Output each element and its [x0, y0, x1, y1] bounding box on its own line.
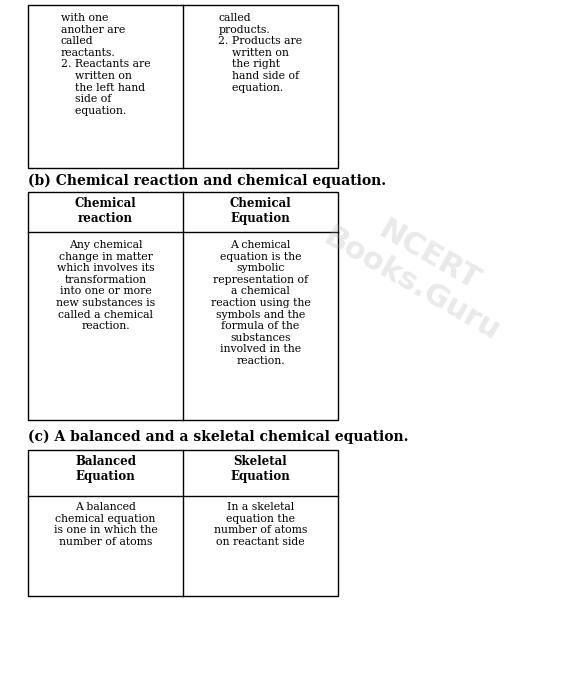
Text: (c) A balanced and a skeletal chemical equation.: (c) A balanced and a skeletal chemical e… — [28, 430, 409, 444]
Bar — [28, 5, 338, 168]
Bar — [28, 192, 338, 420]
Text: with one
another are
called
reactants.
2. Reactants are
    written on
    the l: with one another are called reactants. 2… — [60, 13, 150, 116]
Text: A chemical
equation is the
symbolic
representation of
a chemical
reaction using : A chemical equation is the symbolic repr… — [211, 240, 311, 366]
Text: NCERT
Books.Guru: NCERT Books.Guru — [319, 193, 522, 346]
Text: Any chemical
change in matter
which involves its
transformation
into one or more: Any chemical change in matter which invo… — [56, 240, 155, 331]
Text: Chemical
Equation: Chemical Equation — [230, 197, 291, 225]
Text: A balanced
chemical equation
is one in which the
number of atoms: A balanced chemical equation is one in w… — [54, 502, 157, 547]
Text: (b) Chemical reaction and chemical equation.: (b) Chemical reaction and chemical equat… — [28, 174, 386, 188]
Text: Balanced
Equation: Balanced Equation — [75, 455, 136, 483]
Text: Skeletal
Equation: Skeletal Equation — [231, 455, 290, 483]
Text: called
products.
2. Products are
    written on
    the right
    hand side of
 : called products. 2. Products are written… — [218, 13, 303, 92]
Bar — [28, 450, 338, 596]
Text: In a skeletal
equation the
number of atoms
on reactant side: In a skeletal equation the number of ato… — [214, 502, 307, 547]
Text: Chemical
reaction: Chemical reaction — [75, 197, 136, 225]
